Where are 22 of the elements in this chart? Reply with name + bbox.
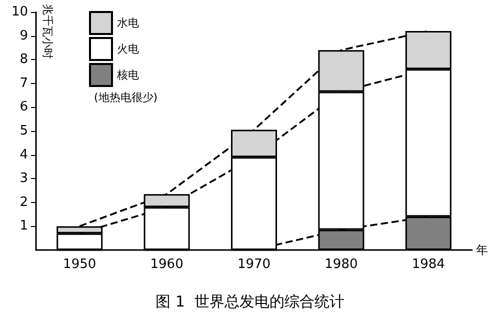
legend-label: 核电 [116,68,139,82]
y-tick-label: 9 [20,28,28,44]
x-tick-label: 1980 [324,257,358,272]
y-tick-label: 4 [20,147,28,162]
x-tick-label: 1950 [63,257,96,272]
y-tick-label: 1 [20,218,28,234]
text: 图 1 世界总发电的综合统计 [156,292,344,310]
y-axis-title: 兆千瓦小时 [41,4,54,59]
y-tick-label: 5 [20,124,28,138]
x-tick-label: 1970 [237,257,271,272]
x-tick-label: 1984 [412,257,445,272]
annotation: (地热电很少) [94,91,158,104]
legend-label: 水电 [117,16,139,30]
y-tick-label: 10 [11,4,28,20]
x-tick-label: 1960 [150,257,184,272]
y-tick-label: 3 [20,171,28,186]
legend-label: 火电 [117,42,139,56]
y-tick-label: 7 [20,76,28,91]
y-tick-label: 2 [20,194,28,210]
y-tick-label: 8 [20,52,28,68]
y-tick-label: 6 [20,100,28,115]
x-axis-title: 年 [476,243,488,257]
